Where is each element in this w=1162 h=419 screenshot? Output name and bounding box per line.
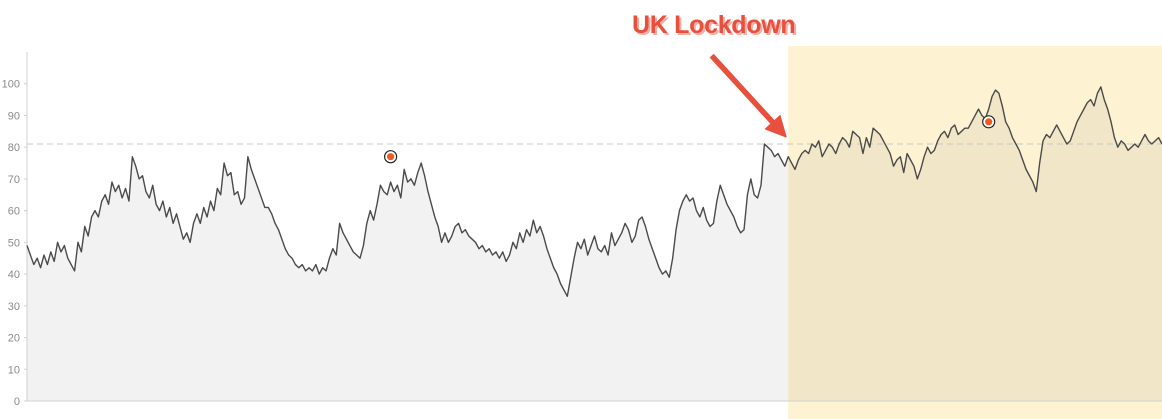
y-tick-label: 20 xyxy=(8,333,20,345)
annotation-text: UK Lockdown xyxy=(632,11,795,39)
data-markers xyxy=(384,115,996,164)
area-fill-before xyxy=(27,144,789,401)
y-tick-label: 50 xyxy=(8,237,20,249)
annotation: UK Lockdown UK Lockdown xyxy=(632,11,798,138)
y-tick-label: 70 xyxy=(8,174,20,186)
annotation-text-shadow: UK Lockdown xyxy=(634,13,797,41)
area-fill-after xyxy=(788,86,1162,402)
y-tick-label: 40 xyxy=(8,269,20,281)
y-tick-label: 30 xyxy=(8,301,20,313)
y-tick-label: 90 xyxy=(8,110,20,122)
data-marker-dot xyxy=(387,153,395,161)
y-tick-label: 80 xyxy=(8,142,20,154)
y-tick-label: 0 xyxy=(14,396,20,408)
data-marker-dot xyxy=(985,118,993,126)
series-line xyxy=(26,86,1162,297)
annotation-arrow xyxy=(709,53,787,138)
y-tick-label: 60 xyxy=(8,206,20,218)
y-tick-label: 100 xyxy=(2,79,20,91)
y-tick-labels: 0 10 20 30 40 50 60 70 80 90 100 xyxy=(2,79,27,408)
y-tick-label: 10 xyxy=(8,364,20,376)
